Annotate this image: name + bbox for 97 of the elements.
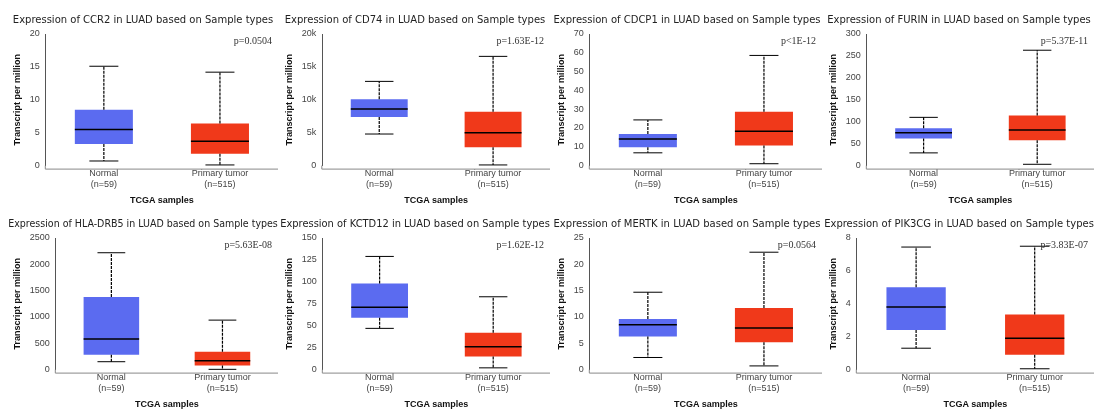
x-tick-label: Primary tumor (n=515)	[1008, 168, 1066, 190]
y-axis-title: Transcript per million	[283, 54, 294, 146]
x-tick-label: Normal (n=59)	[633, 168, 663, 190]
x-axis-title: TCGA samples	[948, 195, 1013, 206]
y-tick-label: 50	[850, 138, 861, 149]
x-tick-label: Primary tumor (n=515)	[735, 168, 793, 190]
y-tick-label: 30	[573, 103, 584, 114]
y-tick-label: 6	[845, 265, 851, 276]
y-tick-label: 125	[301, 254, 317, 265]
y-tick-label: 20	[29, 28, 40, 39]
chart-title: Expression of KCTD12 in LUAD based on Sample types	[280, 217, 550, 229]
y-tick-label: 50	[306, 320, 317, 331]
y-tick-label: 20k	[301, 28, 317, 39]
y-axis-title: Transcript per million	[827, 54, 838, 146]
x-tick-label: Normal (n=59)	[365, 372, 395, 394]
y-tick-label: 0	[34, 160, 40, 171]
y-tick-label: 5	[34, 127, 40, 138]
y-tick-label: 2000	[29, 258, 50, 269]
y-tick-label: 25	[573, 232, 584, 243]
annotation: p=5.63E-08	[224, 238, 272, 250]
chart-title: Expression of CCR2 in LUAD based on Sample types	[12, 13, 274, 25]
x-tick-label: Primary tumor (n=515)	[191, 168, 249, 190]
y-tick-label: 50	[573, 66, 584, 77]
y-tick-label: 15	[573, 285, 584, 296]
y-tick-label: 15	[29, 61, 40, 72]
y-tick-label: 300	[845, 28, 861, 39]
x-tick-label: Primary tumor (n=515)	[464, 168, 522, 190]
chart-title: Expression of MERTK in LUAD based on Sample types	[553, 217, 821, 229]
x-tick-label: Primary tumor (n=515)	[194, 372, 251, 394]
y-tick-label: 0	[578, 364, 584, 375]
y-tick-label: 10	[29, 94, 40, 105]
y-tick-label: 15k	[301, 61, 317, 72]
y-tick-label: 2	[845, 331, 851, 342]
y-tick-label: 0	[311, 160, 317, 171]
y-tick-label: 4	[845, 298, 851, 309]
y-tick-label: 150	[845, 94, 861, 105]
y-tick-label: 250	[845, 50, 861, 61]
annotation: p=0.0504	[233, 34, 272, 46]
y-tick-label: 70	[573, 28, 584, 39]
y-tick-label: 500	[34, 337, 50, 348]
y-tick-label: 100	[845, 116, 861, 127]
annotation: p<1E-12	[780, 34, 816, 46]
chart-title: Expression of CDCP1 in LUAD based on Sample types	[553, 13, 821, 25]
chart-title: Expression of CD74 in LUAD based on Sample types	[284, 13, 546, 25]
y-tick-label: 40	[573, 84, 584, 95]
x-tick-label: Primary tumor (n=515)	[464, 372, 522, 394]
y-tick-label: 75	[306, 298, 317, 309]
annotation: p=1.62E-12	[496, 238, 544, 250]
y-tick-label: 20	[573, 122, 584, 133]
annotation: p=3.83E-07	[1040, 238, 1088, 250]
y-tick-label: 0	[578, 160, 584, 171]
y-tick-label: 0	[44, 364, 50, 375]
y-tick-label: 10k	[301, 94, 317, 105]
x-axis-title: TCGA samples	[135, 399, 199, 410]
y-tick-label: 5k	[306, 127, 317, 138]
y-tick-label: 150	[301, 232, 317, 243]
x-axis-title: TCGA samples	[130, 195, 194, 206]
x-tick-label: Normal (n=59)	[901, 372, 931, 394]
x-axis-title: TCGA samples	[404, 195, 468, 206]
y-tick-label: 5	[578, 337, 584, 348]
chart-title: Expression of HLA-DRB5 in LUAD based on Sample types	[8, 217, 278, 229]
y-axis-title: Transcript per million	[555, 54, 566, 146]
y-tick-label: 0	[311, 364, 317, 375]
y-axis-title: Transcript per million	[827, 258, 838, 350]
y-tick-label: 10	[573, 141, 584, 152]
y-tick-label: 0	[855, 160, 861, 171]
x-axis-title: TCGA samples	[404, 399, 469, 410]
x-tick-label: Normal (n=59)	[633, 372, 663, 394]
y-tick-label: 1500	[29, 285, 50, 296]
x-tick-label: Normal (n=59)	[364, 168, 394, 190]
y-tick-label: 200	[845, 72, 861, 83]
x-tick-label: Primary tumor (n=515)	[735, 372, 793, 394]
chart-title: Expression of PIK3CG in LUAD based on Sample types	[824, 217, 1094, 229]
y-axis-title: Transcript per million	[283, 258, 294, 350]
y-tick-label: 10	[573, 311, 584, 322]
x-axis-title: TCGA samples	[943, 399, 1008, 410]
y-tick-label: 1000	[29, 311, 50, 322]
y-tick-label: 60	[573, 47, 584, 58]
x-axis-title: TCGA samples	[674, 195, 738, 206]
chart-title: Expression of FURIN in LUAD based on Sample types	[827, 13, 1091, 25]
x-tick-label: Primary tumor (n=515)	[1006, 372, 1063, 394]
x-tick-label: Normal (n=59)	[89, 168, 119, 190]
x-tick-label: Normal (n=59)	[96, 372, 126, 394]
y-tick-label: 8	[845, 232, 851, 243]
annotation: p=1.63E-12	[496, 34, 544, 46]
annotation: p=5.37E-11	[1040, 34, 1088, 46]
y-tick-label: 25	[306, 342, 317, 353]
y-tick-label: 20	[573, 258, 584, 269]
y-tick-label: 0	[845, 364, 851, 375]
y-axis-title: Transcript per million	[11, 258, 22, 350]
x-tick-label: Normal (n=59)	[909, 168, 939, 190]
annotation: p=0.0564	[777, 238, 816, 250]
y-tick-label: 100	[301, 276, 317, 287]
y-tick-label: 2500	[29, 232, 50, 243]
y-axis-title: Transcript per million	[555, 258, 566, 350]
y-axis-title: Transcript per million	[11, 54, 22, 146]
x-axis-title: TCGA samples	[674, 399, 738, 410]
